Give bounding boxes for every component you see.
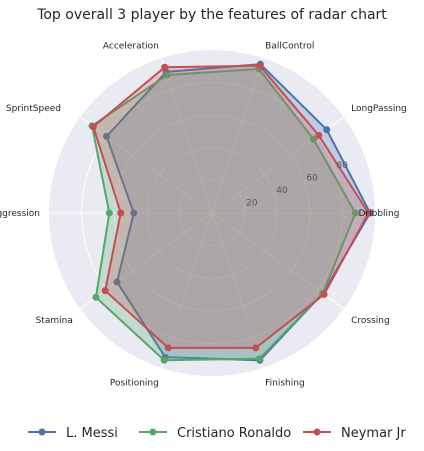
grid-spoke [79,212,213,310]
data-point [252,344,260,352]
grid-spoke [211,57,263,214]
data-point [320,290,328,298]
data-point [256,62,264,70]
legend-label: Cristiano Ronaldo [177,426,291,441]
legend-marker [149,428,157,436]
radial-tick-label: 20 [246,199,258,209]
data-point [92,293,100,301]
data-point [351,209,359,217]
axis-labels: Dribbling LongPassing BallControl Accelerat… [0,41,407,388]
series-2 [89,62,372,352]
series-area [93,65,369,348]
axis-label-longpassing: LongPassing [351,104,407,114]
legend-item-2: Neymar Jr [303,426,406,441]
axis-label-crossing: Crossing [351,316,390,326]
data-point [161,63,169,71]
data-point [89,123,97,131]
data-point [164,344,172,352]
grid-spoke [211,116,345,214]
legend-label: Neymar Jr [341,426,406,441]
axis-label-sprintspeed: SprintSpeed [6,104,61,114]
radial-tick-label: 40 [276,186,288,196]
grid-spoke [161,57,213,214]
axis-label-stamina: Stamina [36,316,73,326]
axis-label-dribbling: Dribbling [359,209,400,219]
data-point [101,287,109,295]
legend-item-1: Cristiano Ronaldo [139,426,291,441]
axis-label-finishing: Finishing [265,379,305,389]
data-point [130,209,138,217]
data-point [315,131,323,139]
data-point [364,209,372,217]
radial-tick-label: 60 [306,174,318,184]
data-point [255,355,263,363]
legend-label: L. Messi [66,426,118,441]
data-point [105,209,113,217]
series-layer [88,60,374,364]
legend-item-0: L. Messi [28,426,118,441]
axis-label-aggression: Aggression [0,209,40,219]
axis-label-ballcontrol: BallControl [265,41,314,51]
data-point [113,278,121,286]
grid-spoke [161,212,213,369]
legend-marker [38,428,46,436]
data-point [103,132,111,140]
chart-title: Top overall 3 player by the features of … [36,7,387,23]
radial-tick-labels: 20 40 60 80 [246,161,348,208]
data-point [117,209,125,217]
data-point [310,135,318,143]
legend-marker [313,428,321,436]
grid-spoke [79,116,213,214]
data-point [160,356,168,364]
series-area [92,68,356,361]
series-area [106,64,371,361]
data-point [163,71,171,79]
data-point [323,126,331,134]
grid-spoke [211,212,263,369]
legend: L. Messi Cristiano Ronaldo Neymar Jr [28,426,406,441]
radial-tick-label: 80 [336,161,348,171]
axis-label-positioning: Positioning [110,379,159,389]
axis-label-acceleration: Acceleration [103,41,159,51]
